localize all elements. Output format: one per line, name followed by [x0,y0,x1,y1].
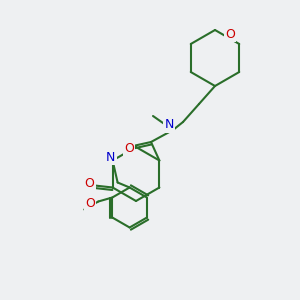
Text: O: O [225,28,235,40]
Text: O: O [124,142,134,154]
Text: N: N [106,151,115,164]
Text: O: O [85,177,94,190]
Text: O: O [85,197,95,210]
Text: N: N [164,118,174,131]
